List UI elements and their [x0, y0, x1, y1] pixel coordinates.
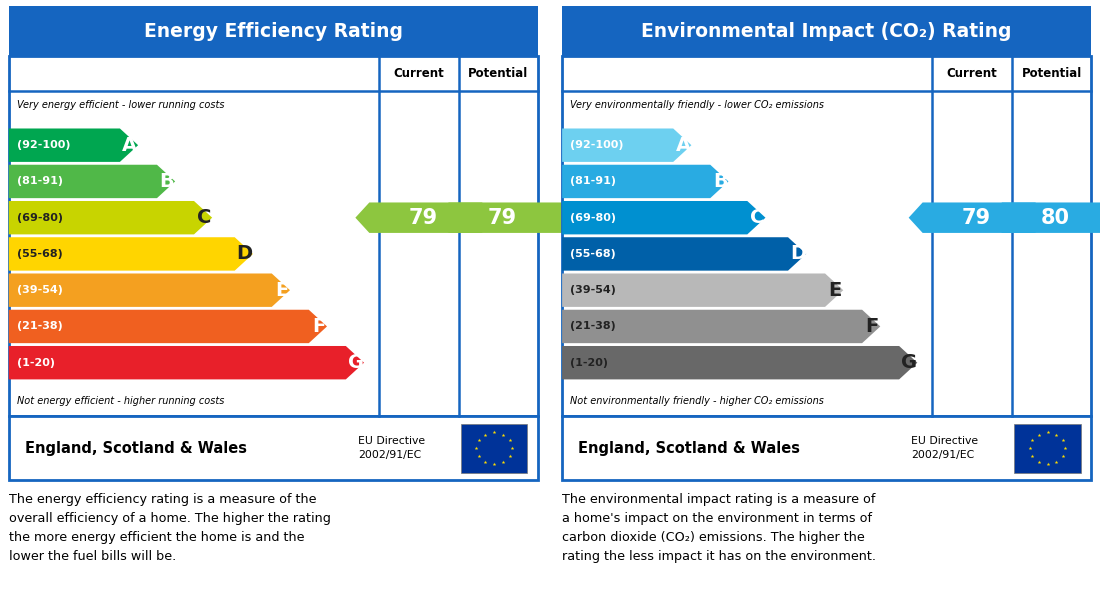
Polygon shape: [562, 346, 917, 379]
Polygon shape: [562, 237, 806, 271]
Polygon shape: [562, 310, 880, 343]
Bar: [9, 6, 538, 56]
Text: (39-54): (39-54): [570, 285, 616, 295]
Text: Potential: Potential: [1022, 67, 1081, 80]
Text: (55-68): (55-68): [570, 249, 616, 259]
Polygon shape: [562, 129, 692, 162]
Text: C: C: [750, 208, 764, 227]
Polygon shape: [909, 203, 1035, 233]
Text: E: E: [275, 281, 288, 300]
Text: (21-38): (21-38): [570, 321, 616, 332]
Text: Potential: Potential: [469, 67, 528, 80]
Polygon shape: [9, 310, 327, 343]
Text: Very environmentally friendly - lower CO₂ emissions: Very environmentally friendly - lower CO…: [570, 100, 824, 110]
Text: D: D: [236, 244, 253, 263]
Text: A: A: [122, 136, 138, 155]
Text: G: G: [348, 353, 364, 372]
Bar: [9, 416, 538, 480]
Text: B: B: [160, 172, 174, 191]
Text: (21-38): (21-38): [16, 321, 63, 332]
Text: England, Scotland & Wales: England, Scotland & Wales: [578, 441, 800, 456]
Text: (55-68): (55-68): [16, 249, 63, 259]
Text: (81-91): (81-91): [570, 176, 616, 187]
Text: E: E: [828, 281, 842, 300]
Text: G: G: [901, 353, 917, 372]
Text: Very energy efficient - lower running costs: Very energy efficient - lower running co…: [16, 100, 224, 110]
Polygon shape: [562, 165, 728, 198]
Text: C: C: [197, 208, 211, 227]
Text: (92-100): (92-100): [16, 140, 70, 150]
Text: 79: 79: [487, 207, 517, 228]
Text: EU Directive
2002/91/EC: EU Directive 2002/91/EC: [358, 436, 425, 460]
Polygon shape: [562, 201, 766, 234]
Polygon shape: [434, 203, 562, 233]
Polygon shape: [9, 165, 175, 198]
Text: F: F: [312, 317, 326, 336]
Text: Energy Efficiency Rating: Energy Efficiency Rating: [144, 21, 403, 40]
Bar: [1014, 424, 1080, 473]
Text: D: D: [790, 244, 806, 263]
Text: B: B: [713, 172, 727, 191]
Text: F: F: [866, 317, 879, 336]
Text: (39-54): (39-54): [16, 285, 63, 295]
Polygon shape: [355, 203, 482, 233]
Text: Current: Current: [947, 67, 998, 80]
Text: Current: Current: [394, 67, 444, 80]
Text: (69-80): (69-80): [570, 213, 616, 223]
Text: The environmental impact rating is a measure of
a home's impact on the environme: The environmental impact rating is a mea…: [562, 493, 876, 562]
Text: The energy efficiency rating is a measure of the
overall efficiency of a home. T: The energy efficiency rating is a measur…: [9, 493, 331, 562]
Bar: [562, 6, 1091, 56]
Text: (92-100): (92-100): [570, 140, 624, 150]
Bar: [9, 56, 538, 416]
Text: A: A: [675, 136, 691, 155]
Polygon shape: [9, 129, 139, 162]
Polygon shape: [988, 203, 1100, 233]
Polygon shape: [9, 346, 364, 379]
Polygon shape: [9, 201, 212, 234]
Text: (1-20): (1-20): [570, 357, 608, 368]
Text: 79: 79: [408, 207, 438, 228]
Text: Environmental Impact (CO₂) Rating: Environmental Impact (CO₂) Rating: [641, 21, 1012, 40]
Text: (69-80): (69-80): [16, 213, 63, 223]
Text: (1-20): (1-20): [16, 357, 55, 368]
Polygon shape: [9, 237, 253, 271]
Text: Not environmentally friendly - higher CO₂ emissions: Not environmentally friendly - higher CO…: [570, 396, 824, 406]
Bar: [562, 56, 1091, 416]
Text: EU Directive
2002/91/EC: EU Directive 2002/91/EC: [911, 436, 978, 460]
Text: England, Scotland & Wales: England, Scotland & Wales: [24, 441, 246, 456]
Polygon shape: [9, 274, 290, 307]
Bar: [461, 424, 527, 473]
Text: Not energy efficient - higher running costs: Not energy efficient - higher running co…: [16, 396, 224, 406]
Bar: [562, 416, 1091, 480]
Text: 79: 79: [961, 207, 991, 228]
Text: (81-91): (81-91): [16, 176, 63, 187]
Polygon shape: [562, 274, 844, 307]
Text: 80: 80: [1042, 207, 1070, 228]
